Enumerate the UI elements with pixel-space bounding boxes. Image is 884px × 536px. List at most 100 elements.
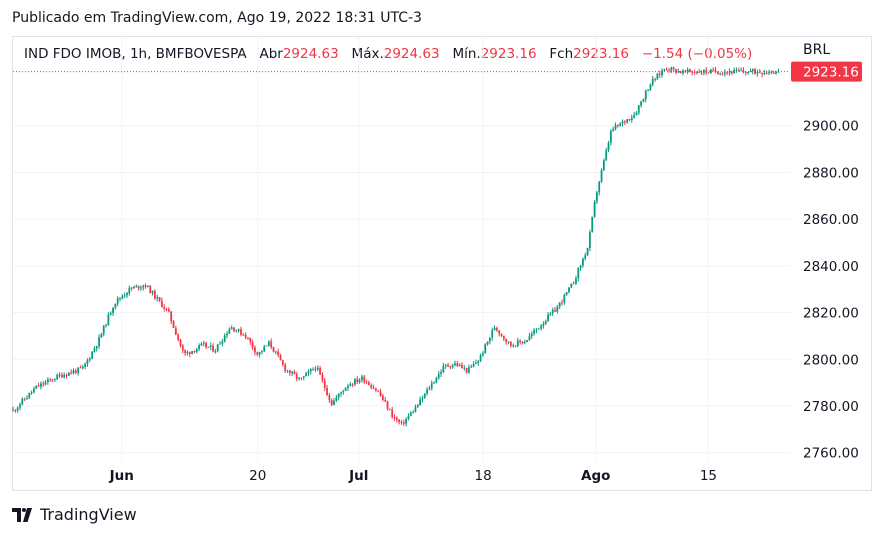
candle-body	[347, 385, 349, 388]
candle-body	[35, 385, 38, 389]
candle-body	[523, 341, 526, 344]
candle-body	[333, 400, 335, 406]
candle-body	[477, 361, 480, 363]
candle-body	[400, 422, 403, 423]
candle-body	[307, 371, 310, 374]
candle-body	[709, 69, 712, 74]
candle-body	[642, 99, 645, 102]
candle-body	[172, 321, 175, 328]
candle-body	[249, 337, 252, 342]
candle-body	[565, 292, 568, 295]
candle-body	[661, 70, 663, 75]
candle-body	[463, 367, 466, 369]
candle-body	[202, 343, 205, 344]
candle-body	[602, 160, 605, 171]
x-tick-label: 18	[474, 468, 491, 484]
candle-body	[568, 287, 570, 293]
low-value: 2923.16	[480, 46, 537, 62]
candle-body	[42, 383, 45, 385]
published-caption: Publicado em TradingView.com, Ago 19, 20…	[12, 10, 422, 26]
high-label: Máx.	[351, 46, 384, 62]
candle-body	[654, 78, 656, 80]
candle-body	[761, 73, 763, 75]
candle-body	[507, 341, 510, 343]
candle-body	[230, 327, 233, 330]
candle-body	[242, 334, 245, 336]
candle-body	[775, 71, 777, 74]
candle-body	[219, 343, 221, 345]
candle-body	[572, 283, 575, 285]
candle-body	[470, 366, 473, 368]
candle-body	[186, 352, 189, 354]
candle-body	[561, 302, 563, 304]
candle-body	[365, 381, 368, 383]
candle-body	[291, 371, 294, 374]
candle-body	[281, 360, 284, 365]
candle-body	[265, 345, 268, 347]
candle-body	[749, 71, 752, 73]
candle-body	[591, 216, 594, 233]
candle-body	[630, 117, 633, 121]
candle-body	[407, 415, 410, 419]
y-tick-label: 2860.00	[803, 212, 859, 228]
candle-body	[635, 112, 638, 116]
candle-body	[482, 353, 484, 356]
candle-body	[314, 369, 317, 370]
candle-body	[102, 325, 105, 334]
candle-body	[619, 123, 622, 126]
candle-body	[374, 388, 377, 391]
symbol-name: IND FDO IMOB, 1h, BMFBOVESPA	[24, 46, 247, 62]
candle-body	[605, 150, 608, 161]
candle-body	[381, 395, 384, 400]
candle-body	[361, 376, 363, 381]
candle-body	[356, 379, 359, 382]
candle-body	[554, 309, 556, 312]
candle-body	[468, 367, 470, 373]
candle-body	[647, 90, 649, 91]
candle-body	[686, 69, 689, 72]
candle-body	[358, 380, 361, 382]
candle-body	[284, 364, 287, 371]
candle-body	[279, 355, 282, 361]
candle-body	[409, 412, 412, 416]
candle-body	[414, 406, 417, 413]
candle-body	[93, 348, 96, 352]
candle-body	[598, 181, 601, 193]
candle-body	[651, 78, 654, 85]
candle-body	[488, 337, 491, 342]
candle-body	[319, 367, 321, 375]
candle-body	[498, 330, 501, 334]
candle-body	[514, 345, 517, 347]
candle-body	[77, 367, 80, 373]
candle-body	[772, 73, 775, 74]
candle-body	[637, 105, 640, 113]
candle-body	[212, 345, 214, 352]
candle-body	[668, 69, 670, 71]
candle-body	[272, 347, 275, 352]
candle-body	[756, 72, 759, 74]
candle-body	[28, 392, 31, 398]
candle-body	[395, 417, 398, 420]
candle-body	[351, 384, 354, 386]
candle-body	[372, 387, 375, 389]
candle-body	[91, 351, 93, 359]
candle-body	[579, 265, 582, 269]
candle-body	[447, 364, 449, 367]
candle-body	[51, 379, 54, 381]
candle-body	[205, 343, 207, 348]
candle-body	[584, 255, 587, 259]
candle-body	[577, 268, 580, 279]
candle-body	[263, 346, 266, 352]
candle-body	[723, 72, 726, 74]
candle-body	[70, 372, 73, 374]
candle-body	[719, 73, 722, 75]
candle-body	[433, 382, 435, 384]
candle-body	[758, 72, 761, 74]
candle-body	[633, 115, 636, 118]
candle-body	[309, 369, 312, 372]
candle-body	[689, 69, 691, 72]
candle-body	[770, 72, 773, 74]
candle-body	[46, 379, 49, 383]
candle-body	[254, 347, 256, 353]
